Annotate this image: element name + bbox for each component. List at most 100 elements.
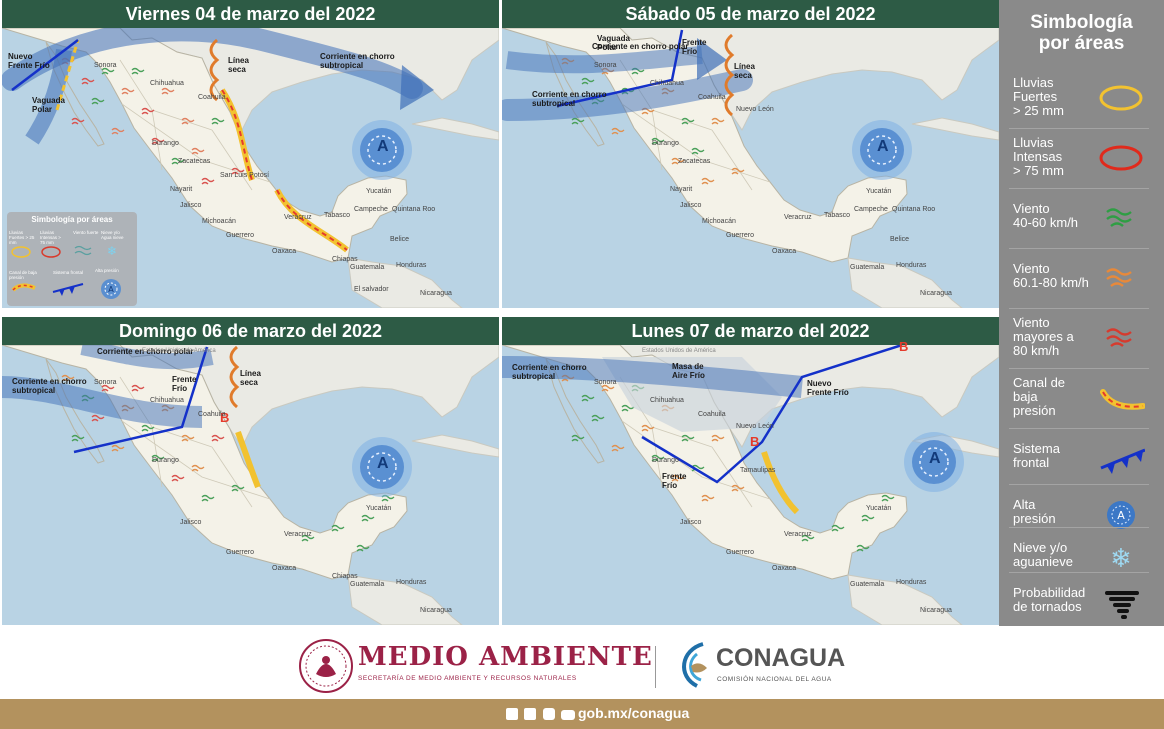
- jet-stream: [502, 356, 804, 398]
- social-icons: [506, 707, 576, 721]
- map-svg: [2, 0, 499, 308]
- svg-text:❄: ❄: [1110, 544, 1132, 574]
- high-pressure-ring: [367, 452, 397, 482]
- map-label-polar: Corriente en chorro polar: [592, 42, 689, 51]
- wind-symbol: [731, 484, 745, 492]
- mexico-land: [2, 344, 408, 580]
- facebook-icon[interactable]: [506, 708, 518, 720]
- legend-separator: [1009, 188, 1149, 189]
- wind-symbol: [701, 177, 715, 185]
- org1-name: MEDIO AMBIENTE: [358, 642, 653, 672]
- jet-stream-arrowhead: [400, 65, 434, 110]
- place-label: Guerrero: [726, 232, 755, 239]
- trough-channel-south-dash: [276, 189, 348, 251]
- wind-symbol: [681, 434, 695, 442]
- wind-symbol: [191, 464, 205, 472]
- cold-front: [641, 343, 903, 484]
- place-label: Guerrero: [226, 232, 255, 239]
- snowflake-icon: ❄: [1099, 543, 1145, 580]
- map-panel-lunes: Lunes 07 de marzo del 2022 Frente Frío Nue…: [502, 317, 999, 625]
- mini-legend-item-3: Viento fuerte: [73, 230, 99, 235]
- green-wind-icon: [1099, 204, 1145, 241]
- cold-front: [11, 39, 79, 91]
- state-borders: [619, 376, 771, 508]
- wind-symbol: [331, 524, 345, 532]
- place-label: Honduras: [896, 579, 927, 586]
- dry-line: [209, 38, 220, 102]
- map-label-masa: Masa de Aire Frío: [672, 362, 705, 380]
- mini-legend-icons: ❄ A: [11, 244, 121, 299]
- map-svg: [2, 317, 499, 625]
- instagram-icon[interactable]: [542, 708, 555, 720]
- place-label: Chihuahua: [650, 80, 684, 87]
- wind-symbol: [581, 77, 595, 85]
- map-svg: [502, 317, 999, 625]
- wind-symbol: [801, 534, 815, 542]
- legend-separator: [1009, 248, 1149, 249]
- twitter-icon[interactable]: [524, 708, 537, 720]
- place-label: Nuevo León: [736, 106, 774, 113]
- map-panel-viernes: Viernes 04 de marzo del 2022 Nuevo Frente…: [2, 0, 499, 308]
- wind-symbol: [71, 434, 85, 442]
- wind-symbol: [211, 117, 225, 125]
- mini-legend-item-6: Sistema frontal: [53, 270, 84, 275]
- legend-sidebar: Simbología por áreas Lluvias Fuertes > 2…: [999, 0, 1164, 626]
- place-label: Zacatecas: [678, 158, 711, 165]
- legend-item: Canal de baja presión: [999, 374, 1159, 432]
- gulf-of-california: [545, 358, 605, 464]
- wind-symbol: [621, 404, 635, 412]
- mini-legend-title: Simbología por áreas: [31, 215, 113, 224]
- map-label-baja2: B: [899, 339, 909, 354]
- legend-separator: [1009, 308, 1149, 309]
- wind-symbol: [571, 434, 585, 442]
- trough-line: [55, 39, 80, 111]
- map-label-linea: Línea seca: [240, 369, 261, 387]
- place-label: Nicaragua: [420, 607, 452, 614]
- place-label: El salvador: [354, 286, 389, 293]
- legend-item-label: Lluvias Intensas > 75 mm: [1013, 135, 1064, 178]
- place-label: Honduras: [396, 262, 427, 269]
- legend-title: Simbología por áreas: [1030, 12, 1133, 54]
- panel-title: Viernes 04 de marzo del 2022: [2, 0, 499, 28]
- legend-separator: [1009, 428, 1149, 429]
- cuba-land: [411, 434, 499, 458]
- place-label: Nicaragua: [920, 290, 952, 297]
- place-label: Michoacán: [702, 218, 736, 225]
- map-label-corriente: Corriente en chorro subtropical: [320, 52, 395, 70]
- trough-channel-dash: [221, 89, 253, 181]
- legend-item-label: Viento 40-60 km/h: [1013, 201, 1079, 230]
- wind-symbol: [211, 434, 225, 442]
- place-label: Coahuila: [698, 411, 726, 418]
- red-wind-icon: [1099, 324, 1145, 361]
- tornado-icon: [1099, 588, 1145, 625]
- legend-item-label: Probabilidad de tornados: [1013, 585, 1086, 614]
- mini-legend: Simbología por áreas ❄ A Lluvias Fuertes…: [7, 212, 137, 306]
- youtube-icon[interactable]: [561, 710, 576, 720]
- map-label-corriente: Corriente en chorro subtropical: [532, 90, 607, 108]
- high-pressure-ring: [367, 135, 397, 165]
- wind-symbol: [61, 374, 75, 382]
- wind-symbol: [651, 454, 665, 462]
- place-label: Veracruz: [284, 531, 312, 538]
- footer-divider: [655, 646, 656, 688]
- legend-item: Sistema frontal: [999, 434, 1159, 492]
- map-label-vaguada: Vaguada Polar: [32, 96, 65, 114]
- place-label: Jalisco: [680, 519, 702, 526]
- place-label: San Luis Potosí: [220, 172, 270, 179]
- place-label: Coahuila: [198, 411, 226, 418]
- map-label-alta: A: [377, 455, 389, 472]
- place-label: Sonora: [94, 379, 117, 386]
- place-label: Yucatán: [866, 188, 892, 195]
- place-label: Nicaragua: [920, 607, 952, 614]
- trough-channel: [761, 451, 800, 515]
- map-label-frente: Frente Frío: [682, 38, 707, 56]
- place-label: Tabasco: [324, 212, 351, 219]
- legend-item: Alta presión A: [999, 490, 1159, 548]
- wind-symbol: [856, 544, 870, 552]
- place-label: Jalisco: [680, 202, 702, 209]
- site-url[interactable]: gob.mx/conagua: [578, 705, 690, 721]
- place-label: Coahuila: [198, 94, 226, 101]
- org2-name: CONAGUA: [716, 644, 846, 672]
- wind-symbol: [201, 177, 215, 185]
- cuba-land: [411, 117, 499, 141]
